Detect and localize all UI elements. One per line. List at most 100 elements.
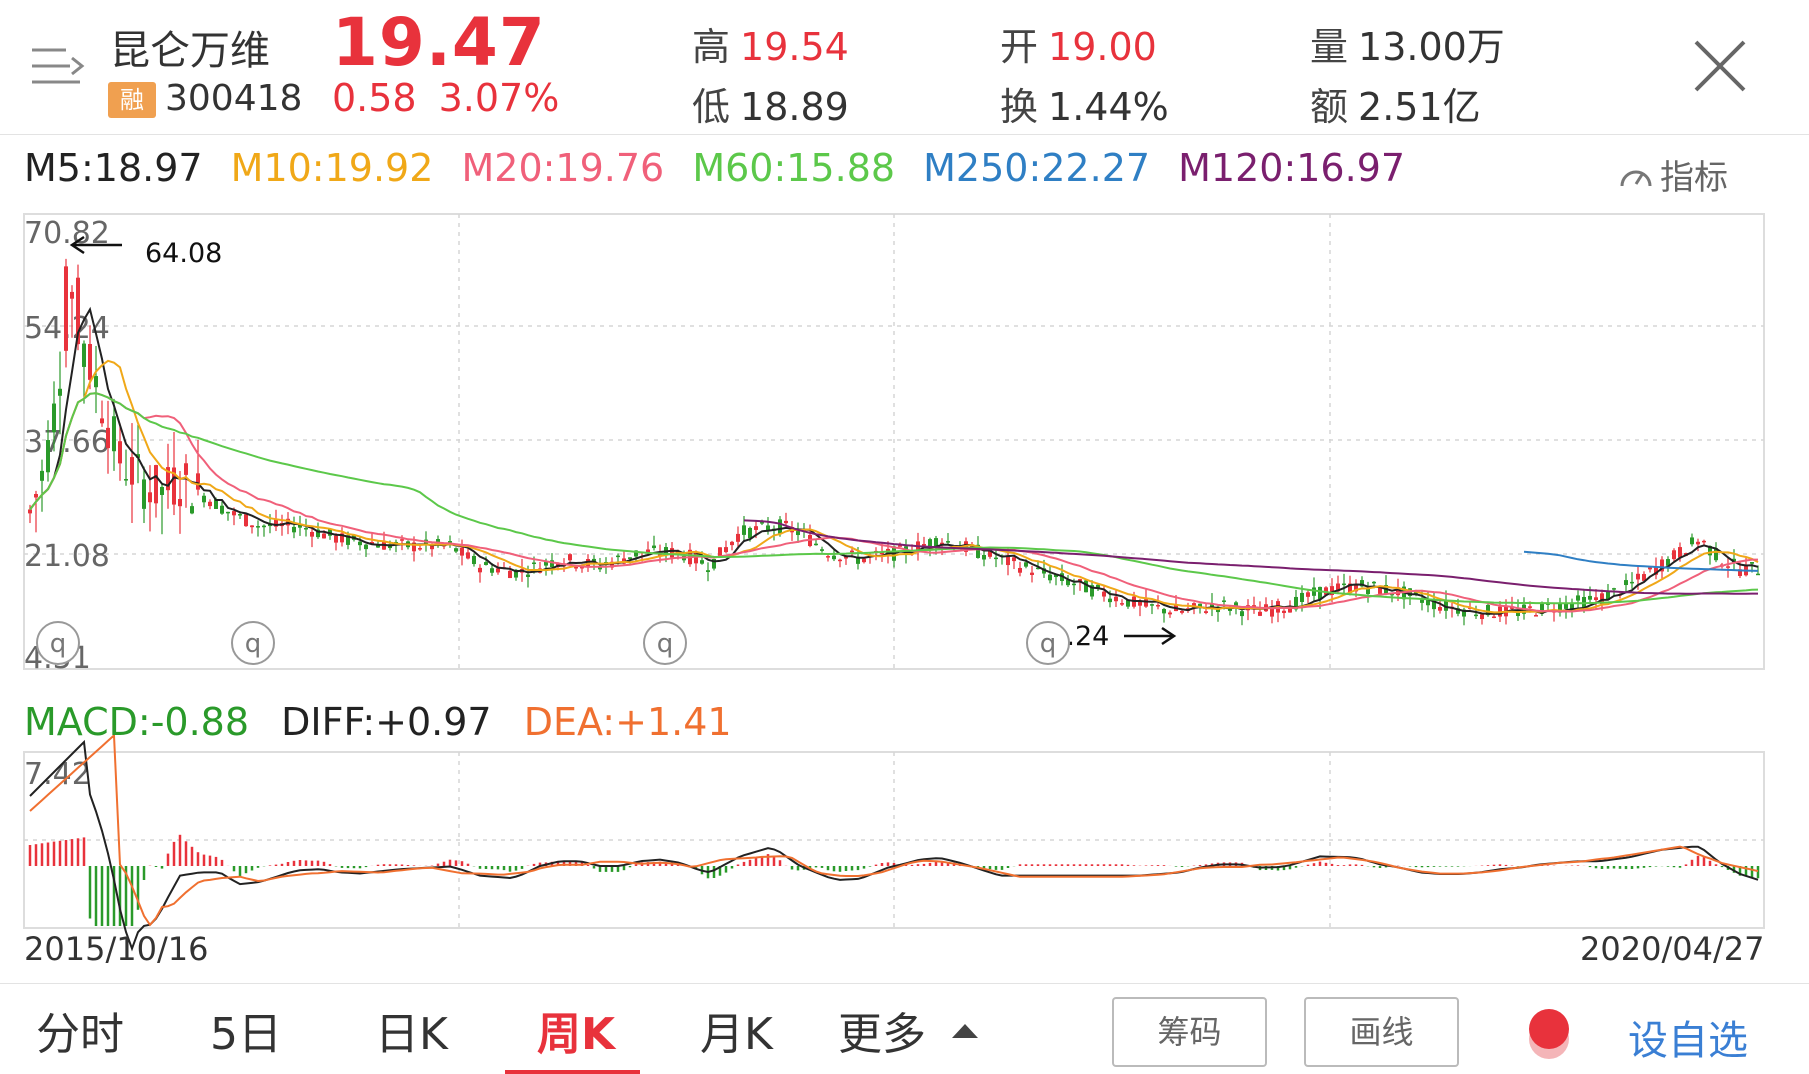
candle-body (1222, 600, 1226, 602)
change-amount: 0.58 (332, 76, 417, 120)
candle-body (748, 527, 752, 539)
y-tick: 21.08 (24, 539, 110, 574)
candle-body (1252, 605, 1256, 607)
candle-body (1126, 599, 1130, 607)
candle-body (1150, 604, 1154, 606)
q-marker[interactable]: q (36, 621, 80, 665)
indicator-button[interactable]: 指标 (1618, 150, 1728, 199)
candle-body (1702, 540, 1706, 543)
candle-body (184, 463, 188, 475)
candle-body (232, 511, 236, 516)
candle-body (814, 543, 818, 546)
candle-body (1156, 604, 1160, 607)
tab-5day[interactable]: 5日 (210, 1009, 282, 1060)
candle-body (574, 566, 578, 569)
main-grid (24, 214, 1764, 669)
candle-body (178, 498, 182, 507)
candle-body (1168, 612, 1172, 615)
candle-body (532, 562, 536, 565)
candle-body (1234, 602, 1238, 607)
q-marker[interactable]: q (1026, 621, 1070, 665)
svg-text:q: q (245, 629, 262, 659)
candle-body (292, 526, 296, 533)
tab-daily-k[interactable]: 日K (375, 1009, 448, 1060)
candle-body (472, 555, 476, 565)
candle-body (334, 535, 338, 543)
candle-body (496, 568, 500, 573)
candle-body (1438, 607, 1442, 611)
candle-body (1486, 604, 1490, 616)
candle-body (1390, 593, 1394, 596)
candle-body (28, 509, 32, 514)
candle-body (1198, 603, 1202, 608)
chips-button[interactable]: 筹码 (1112, 997, 1267, 1067)
record-dot-icon[interactable] (1522, 1003, 1576, 1063)
candle-body (208, 501, 212, 507)
kline-chart[interactable]: 70.82 54.24 37.66 21.08 4.51 64.08 11.24… (0, 0, 1809, 983)
quote-header: 昆仑万维 融 300418 19.47 0.58 3.07% 高 19.54 低 18… (0, 0, 1809, 135)
candle-body (340, 533, 344, 543)
candle-body (796, 531, 800, 536)
candle-body (136, 454, 140, 458)
candle-body (100, 418, 104, 424)
candle-body (988, 549, 992, 557)
ma-60-line (29, 392, 1759, 605)
candle-body (754, 526, 758, 530)
candle-body (838, 559, 842, 562)
q-marker[interactable]: q (643, 621, 687, 665)
svg-text:q: q (50, 629, 67, 659)
candle-body (544, 561, 548, 566)
candle-body (484, 562, 488, 565)
candle-body (1336, 583, 1340, 592)
candle-body (1756, 573, 1760, 576)
tab-more[interactable]: 更多 (838, 1009, 926, 1060)
ma-250-line (1523, 550, 1759, 572)
candle-body (454, 548, 458, 552)
ma-5-line (29, 306, 1759, 615)
high-value: 19.54 (740, 25, 849, 69)
menu-icon[interactable] (30, 44, 86, 88)
candle-body (1240, 611, 1244, 617)
caret-up-icon[interactable] (952, 1024, 978, 1038)
candle-body (1654, 566, 1658, 575)
add-favorite-button[interactable]: 设自选 (1628, 1018, 1748, 1064)
candle-body (76, 277, 80, 345)
candle-body (856, 556, 860, 564)
tab-intraday[interactable]: 分时 (36, 1009, 124, 1060)
high-quote: 高 19.54 (692, 25, 849, 69)
q-markers[interactable]: q q q q (36, 621, 1070, 665)
candle-body (706, 570, 710, 573)
candle-body (628, 557, 632, 559)
start-date: 2015/10/16 (24, 930, 209, 968)
draw-line-button[interactable]: 画线 (1304, 997, 1459, 1067)
candle-body (1462, 609, 1466, 617)
candle-body (1558, 602, 1562, 613)
candle-body (412, 542, 416, 552)
candle-body (1678, 547, 1682, 558)
candle-body (148, 492, 152, 503)
candle-body (1714, 548, 1718, 561)
candle-body (118, 441, 122, 464)
candle-body (166, 467, 170, 491)
candle-body (1006, 555, 1010, 566)
volume-quote: 量 13.00万 (1310, 25, 1505, 69)
candle-body (1612, 588, 1616, 590)
candle-body (1162, 608, 1166, 614)
candle-body (1318, 586, 1322, 600)
candle-body (1210, 603, 1214, 607)
candle-body (1180, 610, 1184, 613)
q-marker[interactable]: q (231, 621, 275, 665)
change-percent: 3.07% (438, 76, 560, 120)
tab-monthly-k[interactable]: 月K (700, 1009, 773, 1060)
candle-body (1300, 592, 1304, 602)
turnover-value: 1.44% (1048, 85, 1169, 129)
candle-body (922, 544, 926, 546)
close-icon[interactable] (1692, 38, 1748, 94)
tab-weekly-k[interactable]: 周K (537, 1009, 616, 1060)
candle-body (160, 486, 164, 495)
candle-body (1048, 574, 1052, 581)
ma-120-line (743, 519, 1758, 595)
candle-body (196, 473, 200, 490)
candle-body (1396, 587, 1400, 596)
candle-body (658, 554, 662, 556)
